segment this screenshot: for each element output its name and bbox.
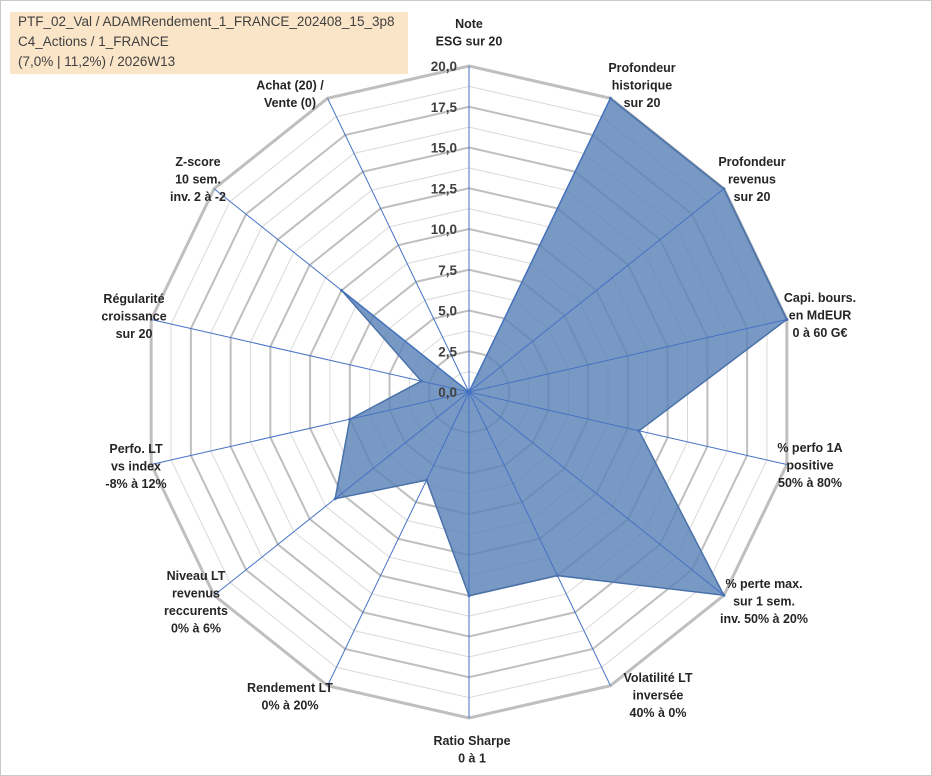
category-label-line: Z-score	[175, 155, 220, 169]
category-label-line: Perfo. LT	[109, 442, 163, 456]
category-label: Volatilité LT inversée 40% à 0%	[624, 671, 693, 720]
category-label-line: croissance	[101, 310, 166, 324]
tick-label: 20,0	[431, 59, 457, 74]
category-label: % perfo 1A positive 50% à 80%	[777, 441, 842, 490]
category-label-line: 40% à 0%	[630, 706, 687, 720]
category-label-line: Note	[455, 17, 483, 31]
category-label-line: Achat (20) /	[256, 79, 324, 93]
series-area	[334, 97, 788, 597]
category-label-line: inv. 50% à 20%	[720, 612, 808, 626]
category-label: Perfo. LT vs index -8% à 12%	[105, 442, 166, 491]
category-label-line: 0 à 1	[458, 752, 486, 766]
category-label-line: vs index	[111, 460, 161, 474]
info-line-category: C4_Actions / 1_FRANCE	[18, 34, 169, 49]
category-label-line: Vente (0)	[264, 96, 316, 110]
category-label-line: % perte max.	[725, 577, 802, 591]
category-label: Z-score 10 sem. inv. 2 à -2	[170, 155, 226, 204]
category-label-line: 0% à 6%	[171, 622, 221, 636]
category-label-line: % perfo 1A	[777, 441, 842, 455]
portfolio-info-box: PTF_02_Val / ADAMRendement_1_FRANCE_2024…	[10, 12, 408, 74]
tick-label: 15,0	[431, 141, 457, 156]
axis-spoke	[327, 98, 470, 393]
axis-spoke	[468, 391, 787, 466]
tick-label: 7,5	[438, 263, 457, 278]
axis-spoke	[213, 188, 470, 393]
category-label-line: Volatilité LT	[624, 671, 693, 685]
category-label-line: 50% à 80%	[778, 476, 842, 490]
axis-spoke	[151, 318, 470, 393]
category-label: Capi. bours. en MdEUR 0 à 60 G€	[784, 291, 856, 340]
category-label-line: inv. 2 à -2	[170, 190, 226, 204]
category-label-line: sur 20	[116, 327, 153, 341]
axis-spoke	[151, 391, 470, 466]
axis-spoke	[468, 98, 611, 393]
category-label: Rendement LT 0% à 20%	[247, 681, 333, 713]
category-label-line: Niveau LT	[167, 569, 226, 583]
tick-label: 0,0	[438, 385, 457, 400]
tick-label: 2,5	[438, 344, 457, 359]
axis-spoke	[468, 391, 611, 686]
series-layer	[333, 96, 789, 598]
category-label-line: 0% à 20%	[262, 699, 319, 713]
category-label-line: sur 1 sem.	[733, 595, 795, 609]
category-label-line: sur 20	[624, 96, 661, 110]
category-label: Régularité croissance sur 20	[101, 292, 166, 341]
tick-label: 10,0	[431, 222, 457, 237]
axis-spoke	[468, 391, 725, 596]
category-label-line: 10 sem.	[175, 173, 221, 187]
category-label-line: Rendement LT	[247, 681, 333, 695]
category-label-line: historique	[612, 79, 672, 93]
axis-spoke	[468, 188, 725, 393]
category-label-line: sur 20	[734, 190, 771, 204]
category-label-line: -8% à 12%	[105, 477, 166, 491]
category-label-line: 0 à 60 G€	[793, 326, 848, 340]
tick-label: 5,0	[438, 304, 457, 319]
axis-spoke	[213, 391, 470, 596]
category-label-line: revenus	[728, 173, 776, 187]
category-label: Profondeur revenus sur 20	[718, 155, 785, 204]
category-label-line: en MdEUR	[789, 309, 852, 323]
axis-spokes	[151, 66, 787, 718]
category-label-line: inversée	[633, 689, 684, 703]
category-label-line: Profondeur	[608, 61, 675, 75]
tick-label: 17,5	[431, 100, 458, 115]
radial-tick-labels: 0,0 2,5 5,0 7,5 10,0 12,5 15,0 17,5 20,0	[431, 59, 458, 400]
tick-label: 12,5	[431, 181, 458, 196]
category-label: % perte max. sur 1 sem. inv. 50% à 20%	[720, 577, 808, 626]
category-label-line: Régularité	[103, 292, 164, 306]
category-label-line: Capi. bours.	[784, 291, 856, 305]
info-line-stats: (7,0% | 11,2%) / 2026W13	[18, 54, 176, 69]
axis-spoke	[327, 391, 470, 686]
axis-spoke	[468, 318, 787, 393]
info-line-portfolio: PTF_02_Val / ADAMRendement_1_FRANCE_2024…	[18, 14, 395, 29]
category-label-line: Ratio Sharpe	[433, 734, 510, 748]
category-label-line: positive	[786, 459, 833, 473]
category-label-line: ESG sur 20	[436, 35, 503, 49]
category-label-line: revenus	[172, 587, 220, 601]
category-label-line: Profondeur	[718, 155, 785, 169]
category-label: Note ESG sur 20	[436, 17, 503, 49]
category-label-line: reccurents	[164, 604, 228, 618]
category-label: Profondeur historique sur 20	[608, 61, 675, 110]
category-label: Ratio Sharpe 0 à 1	[433, 734, 510, 766]
category-label: Niveau LT revenus reccurents 0% à 6%	[164, 569, 228, 636]
